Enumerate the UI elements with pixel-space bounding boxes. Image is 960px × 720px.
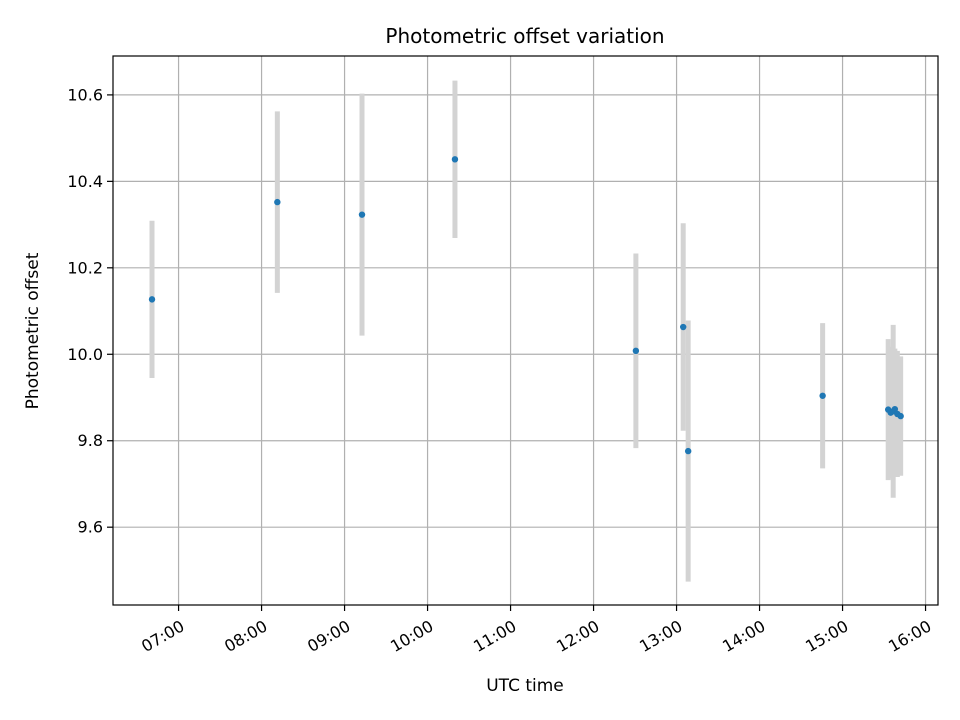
data-point xyxy=(684,447,692,455)
data-point xyxy=(358,211,366,218)
data-point xyxy=(632,347,640,355)
data-point xyxy=(148,296,156,303)
chart-title: Photometric offset variation xyxy=(385,24,664,48)
data-point xyxy=(897,412,904,420)
y-axis-title: Photometric offset xyxy=(23,252,43,409)
data-point xyxy=(891,405,899,413)
data-point xyxy=(819,392,826,399)
y-axis: 9.6 9.8 10.0 10.2 10.4 10.6 xyxy=(67,85,113,537)
y-tick-label: 10.4 xyxy=(67,172,103,191)
data-point xyxy=(679,323,687,331)
y-tick-label: 9.8 xyxy=(78,431,103,450)
y-tick-label: 9.6 xyxy=(78,518,103,537)
data-point xyxy=(274,198,281,206)
grid xyxy=(113,56,938,605)
data-points xyxy=(148,156,904,455)
y-tick-label: 10.2 xyxy=(67,258,103,277)
x-axis-title: UTC time xyxy=(486,676,564,696)
y-tick-label: 10.6 xyxy=(67,85,103,104)
data-point xyxy=(451,156,459,163)
y-tick-label: 10.0 xyxy=(67,345,103,364)
plot-area-frame xyxy=(112,55,939,606)
